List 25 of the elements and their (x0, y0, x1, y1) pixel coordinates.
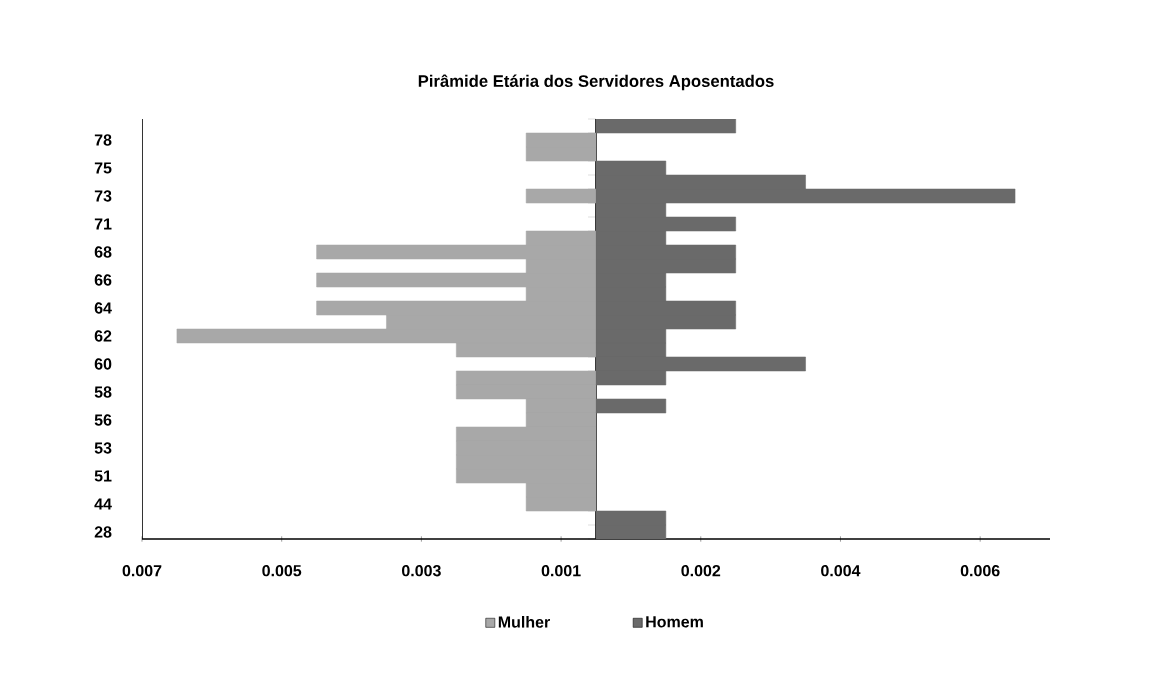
x-tick-label: 0.007 (122, 565, 162, 577)
y-tick-label: 60 (94, 358, 112, 370)
x-tick-label: 0.001 (541, 565, 581, 577)
y-tick-label: 64 (94, 302, 112, 314)
y-tick-label: 75 (94, 162, 112, 174)
y-tick-label: 68 (94, 246, 112, 258)
y-tick-label: 56 (94, 414, 112, 426)
y-tick-label: 28 (94, 526, 112, 538)
y-tick-label: 53 (94, 442, 112, 454)
legend-label: Homem (646, 616, 703, 628)
y-tick-label: 51 (94, 470, 112, 482)
x-tick-label: 0.004 (821, 565, 861, 577)
y-tick-label: 71 (94, 218, 112, 230)
y-tick-label: 62 (94, 330, 112, 342)
chart-title: Pirâmide Etária dos Servidores Aposentados (418, 74, 774, 91)
y-tick-label: 73 (94, 190, 112, 202)
legend-label: Mulher (498, 616, 550, 628)
x-tick-label: 0.003 (402, 565, 441, 577)
y-tick-label: 44 (94, 498, 112, 510)
y-tick-label: 58 (94, 386, 112, 398)
y-tick-label: 66 (94, 274, 112, 286)
y-tick-label: 78 (94, 134, 112, 146)
x-tick-label: 0.006 (960, 565, 1000, 577)
x-tick-label: 0.005 (262, 565, 302, 577)
x-tick-label: 0.002 (681, 565, 721, 577)
